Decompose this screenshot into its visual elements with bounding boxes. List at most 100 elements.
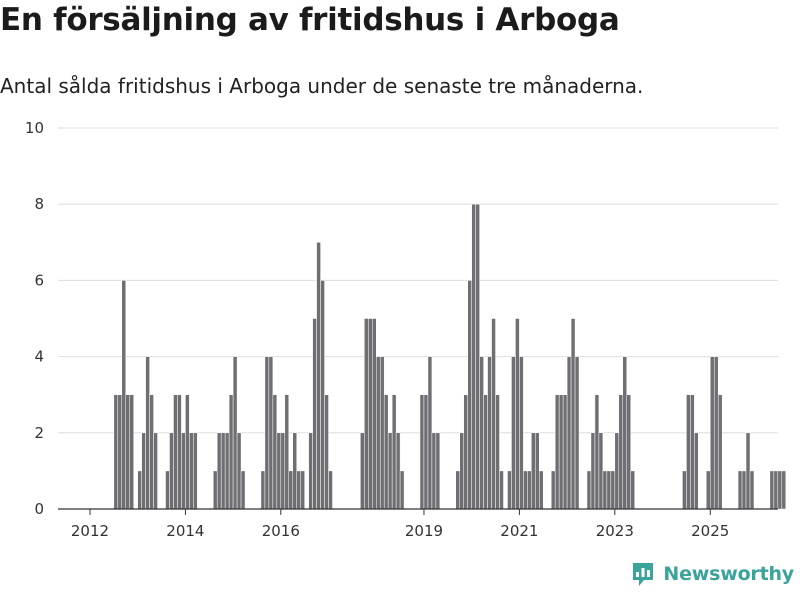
bar (121, 280, 127, 510)
bar (598, 432, 604, 510)
bar (288, 470, 294, 510)
bar (383, 394, 389, 510)
bar (117, 394, 123, 510)
bar (236, 432, 242, 510)
brand: Newsworthy (631, 560, 794, 588)
bar (264, 356, 270, 510)
bar (479, 356, 484, 510)
bar (220, 432, 226, 510)
bar (268, 356, 274, 510)
bar (773, 470, 779, 510)
bar (507, 470, 512, 510)
bar (749, 470, 755, 510)
y-tick-label: 2 (34, 424, 44, 442)
chart-subtitle: Antal sålda fritidshus i Arboga under de… (0, 74, 644, 98)
bar (328, 470, 333, 510)
bar (562, 394, 568, 510)
bar (379, 356, 385, 510)
y-tick-label: 0 (34, 500, 44, 518)
bar (459, 432, 464, 510)
bar (296, 470, 301, 510)
bar (312, 318, 317, 510)
bar (737, 470, 743, 510)
bar (682, 470, 687, 510)
bar (232, 356, 238, 510)
bar (169, 432, 174, 510)
bar (260, 470, 266, 510)
bar (153, 432, 158, 510)
bar (483, 394, 488, 510)
bar (694, 432, 699, 510)
x-tick-label: 2025 (691, 522, 729, 540)
bar (368, 318, 373, 510)
bar (435, 432, 441, 510)
bar (177, 394, 182, 510)
bar (713, 356, 719, 510)
bar (594, 394, 600, 510)
x-tick-label: 2023 (596, 522, 634, 540)
bar (602, 470, 608, 510)
bar (690, 394, 695, 510)
bar (586, 470, 592, 510)
bar (463, 394, 468, 510)
y-tick-label: 8 (34, 195, 44, 213)
bar (391, 394, 397, 510)
bar (372, 318, 377, 510)
bar (781, 470, 787, 510)
bar (558, 394, 564, 510)
bar (181, 432, 186, 510)
bar (622, 356, 627, 510)
bar (165, 470, 170, 510)
bar (280, 432, 286, 510)
bar (387, 432, 393, 510)
bar (618, 394, 624, 510)
bar (554, 394, 560, 510)
bar (527, 470, 532, 510)
bar (467, 280, 472, 510)
bars (113, 203, 787, 510)
bar (550, 470, 556, 510)
bar (511, 356, 516, 510)
x-tick-label: 2019 (405, 522, 443, 540)
bar (487, 356, 492, 510)
chart-title: En försäljning av fritidshus i Arboga (0, 2, 620, 38)
bar (212, 470, 218, 510)
bar (515, 318, 520, 510)
bar (519, 356, 524, 510)
bar (145, 356, 150, 510)
bar (717, 394, 723, 510)
bar (224, 432, 230, 510)
bar (185, 394, 190, 510)
x-axis-labels: 2012 2014 2016 2019 2021 2023 2025 (71, 522, 729, 540)
bar (630, 470, 635, 510)
bar (777, 470, 783, 510)
annotations: 1 (791, 0, 800, 4)
bar (423, 394, 429, 510)
bar (686, 394, 691, 510)
bar (137, 470, 142, 510)
bar (495, 394, 500, 510)
bar (395, 432, 401, 510)
grid-lines (58, 127, 778, 434)
bar (193, 432, 198, 510)
bar (364, 318, 369, 510)
bar (316, 242, 321, 510)
bar (610, 470, 616, 510)
x-tick-label: 2021 (500, 522, 538, 540)
bar (499, 470, 504, 510)
bar (471, 203, 476, 510)
bar (427, 356, 433, 510)
y-axis-labels: 0 2 4 6 8 10 (25, 119, 44, 518)
bar (173, 394, 178, 510)
bar (745, 432, 751, 510)
bar (292, 432, 297, 510)
bar (539, 470, 544, 510)
newsworthy-logo-icon (633, 563, 654, 586)
bar (228, 394, 234, 510)
bar (574, 356, 580, 510)
bar (709, 356, 715, 510)
bar (189, 432, 194, 510)
x-tick-label: 2014 (166, 522, 204, 540)
bar (455, 470, 460, 510)
bar (475, 203, 480, 510)
